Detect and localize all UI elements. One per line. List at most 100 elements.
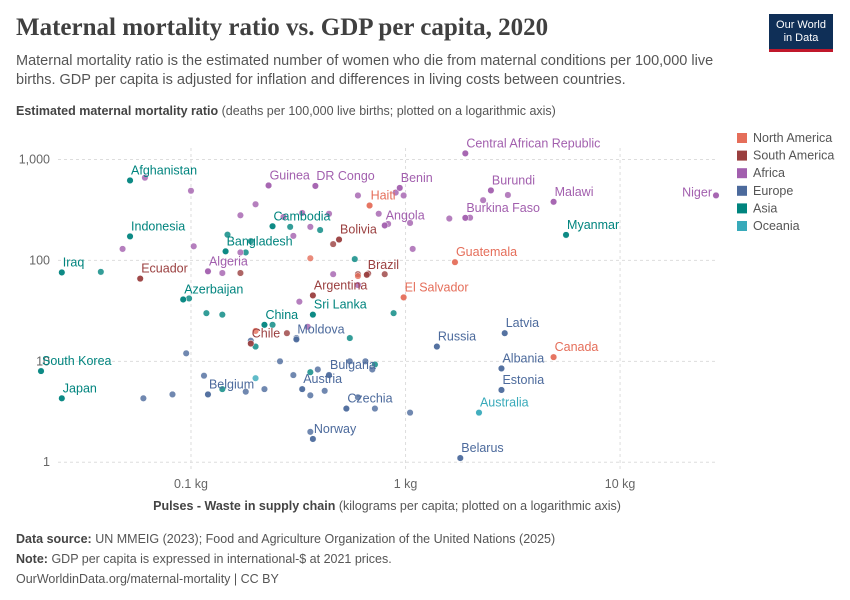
data-point <box>304 323 312 331</box>
data-point <box>346 334 354 342</box>
data-point <box>712 191 720 199</box>
data-point <box>550 353 558 361</box>
data-point <box>354 281 362 289</box>
data-point <box>119 245 127 253</box>
logo-line-1: Our World <box>776 19 826 31</box>
data-point <box>445 214 453 223</box>
data-point <box>396 184 404 192</box>
point-label: Bangladesh <box>227 234 293 248</box>
data-point <box>309 435 317 443</box>
data-point <box>409 245 417 253</box>
data-point <box>295 298 303 306</box>
point-label: Haiti <box>371 189 396 203</box>
data-point <box>368 365 376 374</box>
point-label: Indonesia <box>131 219 185 233</box>
data-point <box>461 149 469 157</box>
scatter-chart: Estimated maternal mortality ratio (deat… <box>16 104 834 513</box>
data-point <box>126 232 134 240</box>
data-point <box>279 213 288 221</box>
data-point <box>550 198 558 206</box>
x-tick-label: 1 kg <box>394 477 418 491</box>
data-point <box>260 321 268 329</box>
point-label: Bulgaria <box>330 358 376 372</box>
data-point <box>487 186 495 194</box>
point-label: Azerbaijan <box>184 282 243 296</box>
point-label: Algeria <box>209 254 248 268</box>
data-point <box>311 182 319 190</box>
y-axis-title: Estimated maternal mortality ratio (deat… <box>16 104 556 118</box>
y-axis-title-main: Estimated maternal mortality ratio <box>16 104 219 118</box>
point-label: Afghanistan <box>131 163 197 177</box>
data-point <box>252 327 260 335</box>
note-label: Note: <box>16 552 48 566</box>
y-tick-label: 1,000 <box>19 152 50 166</box>
data-point <box>298 209 306 217</box>
data-point <box>325 371 333 379</box>
data-point <box>381 270 389 278</box>
data-point <box>400 293 408 301</box>
owid-logo[interactable]: Our World in Data <box>769 14 833 52</box>
data-point <box>406 409 414 417</box>
data-point <box>223 231 232 239</box>
point-label: Belgium <box>209 377 254 391</box>
source-line: Data source: UN MMEIG (2023); Food and A… <box>16 529 555 549</box>
data-point <box>392 189 400 197</box>
point-label: Belarus <box>461 441 503 455</box>
data-point <box>354 191 362 200</box>
data-point <box>346 357 354 365</box>
data-point <box>451 258 459 266</box>
footer-url[interactable]: OurWorldinData.org/maternal-mortality | … <box>16 572 279 586</box>
logo-line-2: in Data <box>783 32 819 44</box>
data-point <box>204 390 212 398</box>
data-point <box>335 235 343 244</box>
data-point <box>268 321 277 329</box>
point-label: DR Congo <box>316 169 374 183</box>
legend-label: Africa <box>753 166 785 180</box>
data-point <box>247 237 255 245</box>
data-point <box>222 247 230 255</box>
legend-swatch <box>737 133 747 143</box>
data-point <box>475 409 483 417</box>
data-point <box>200 372 208 380</box>
point-label: Argentina <box>314 278 368 292</box>
legend-label: North America <box>753 131 832 145</box>
data-point <box>306 254 314 262</box>
point-label: China <box>265 308 298 322</box>
point-label: Malawi <box>555 185 594 199</box>
data-point <box>58 394 66 402</box>
point-label: Central African Republic <box>466 136 600 150</box>
footer: Data source: UN MMEIG (2023); Food and A… <box>16 529 555 589</box>
point-label: Angola <box>386 208 425 222</box>
legend-label: South America <box>753 149 834 163</box>
data-point <box>252 200 260 208</box>
legend-swatch <box>737 185 747 196</box>
data-point <box>390 309 398 317</box>
data-point <box>316 226 324 234</box>
x-tick-label: 0.1 kg <box>174 477 208 491</box>
data-point <box>218 311 226 319</box>
legend-label: Europe <box>753 184 793 198</box>
point-label: Czechia <box>347 392 392 406</box>
y-tick-label: 1 <box>43 455 50 469</box>
data-point <box>461 214 469 222</box>
legend-label: Asia <box>753 201 777 215</box>
data-point <box>354 272 362 280</box>
data-point <box>456 454 464 462</box>
x-axis-title-main: Pulses - Waste in supply chain <box>153 499 335 513</box>
data-point <box>497 364 506 372</box>
data-point <box>363 271 371 279</box>
point-label: Brazil <box>368 258 399 272</box>
data-point <box>306 368 314 376</box>
data-point <box>497 386 506 394</box>
point-label: Norway <box>314 422 357 436</box>
data-point <box>289 232 297 240</box>
data-point <box>381 221 389 230</box>
data-point <box>141 174 149 182</box>
point-label: Myanmar <box>567 218 619 232</box>
data-point <box>354 393 362 401</box>
data-point <box>58 268 66 276</box>
data-point <box>182 349 190 357</box>
data-point <box>236 211 244 219</box>
data-point <box>329 270 337 278</box>
point-label: Chile <box>252 327 281 341</box>
